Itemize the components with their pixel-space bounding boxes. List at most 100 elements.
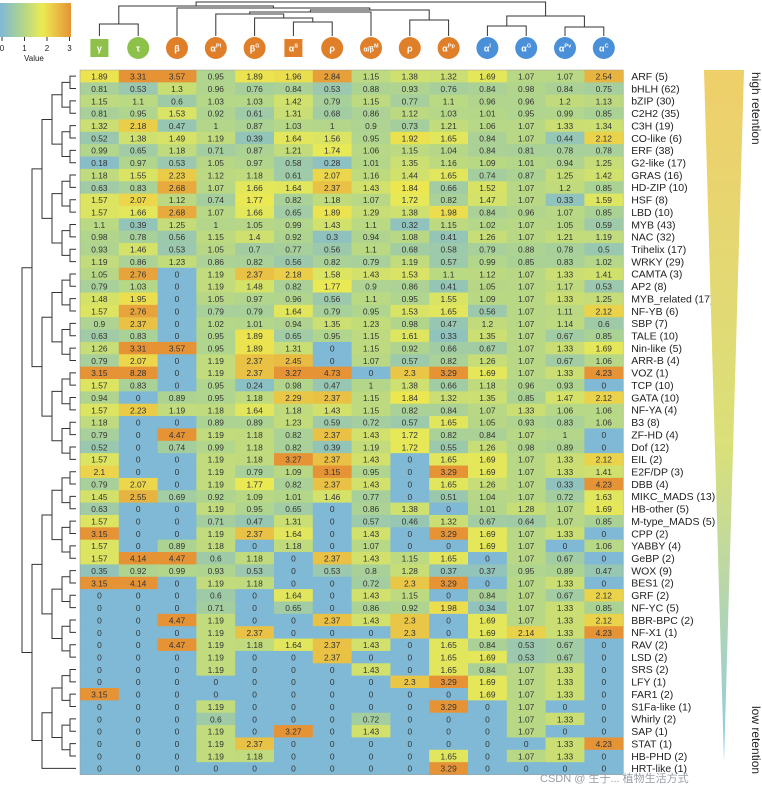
heatmap-cell (274, 329, 314, 343)
row-label: HD-ZIP (10) (631, 182, 687, 194)
heatmap-cell (351, 280, 391, 293)
cell-value: 0.95 (246, 504, 263, 514)
cell-value: 0.96 (479, 96, 496, 106)
cell-value: 0 (524, 739, 529, 749)
heatmap-cell (545, 675, 585, 689)
cell-value: 0.92 (285, 232, 302, 242)
heatmap-cell (429, 218, 469, 232)
cell-value: 0 (330, 665, 335, 675)
heatmap-cell (506, 94, 546, 108)
heatmap-cell (118, 576, 158, 590)
dendrogram-branch (61, 81, 70, 108)
heatmap-cell (235, 230, 275, 244)
cell-value: 1.3 (171, 84, 183, 94)
heatmap-cell (468, 255, 508, 269)
cell-value: 1.07 (208, 208, 225, 218)
heatmap-cell (584, 490, 624, 503)
heatmap-cell (506, 700, 546, 714)
cell-value: 0.79 (363, 257, 380, 267)
heatmap-cell (351, 428, 391, 442)
heatmap-cell (118, 613, 158, 627)
heatmap-cell (584, 564, 624, 578)
heatmap-cell (312, 663, 352, 677)
heatmap-cell (80, 255, 120, 269)
cell-value: 2.37 (246, 356, 263, 366)
row-label: G2-like (17) (631, 157, 686, 169)
heatmap-cell (80, 688, 120, 701)
dendrogram-branch (69, 149, 76, 164)
heatmap-cell (351, 230, 391, 244)
cell-value: 2.12 (596, 615, 613, 625)
dendrogram-branch (61, 279, 70, 306)
heatmap-cell (351, 539, 391, 553)
cell-value: 0 (136, 690, 141, 700)
cell-value: 1.66 (130, 208, 147, 218)
heatmap-cell (429, 490, 469, 503)
cell-value: 0 (407, 764, 412, 774)
cell-value: 1.15 (208, 232, 225, 242)
heatmap-cell (312, 379, 352, 392)
row-label: GRAS (16) (631, 170, 682, 182)
cell-value: 0.85 (596, 331, 613, 341)
heatmap-cell (196, 131, 236, 145)
heatmap-cell (118, 477, 158, 491)
cell-value: 0 (252, 541, 257, 551)
heatmap-cell (545, 725, 585, 738)
cell-value: 0.76 (246, 84, 263, 94)
cell-value: 1.72 (402, 442, 419, 452)
heatmap-cell (118, 589, 158, 602)
heatmap-cell (351, 564, 391, 578)
cell-value: 1.07 (518, 690, 535, 700)
heatmap-cell (312, 354, 352, 368)
heatmap-cell (274, 70, 314, 83)
cell-value: 1.19 (208, 751, 225, 761)
row-label: Dof (12) (631, 442, 669, 454)
heatmap-cell (584, 193, 624, 207)
heatmap-cell (235, 564, 275, 578)
cell-value: 0 (97, 665, 102, 675)
cell-value: 0 (369, 652, 374, 662)
cell-value: 1.07 (518, 665, 535, 675)
heatmap-cell (545, 144, 585, 157)
cell-value: 0 (446, 628, 451, 638)
heatmap-cell (390, 650, 430, 664)
cell-value: 0.93 (557, 381, 574, 391)
row-label: HB-PHD (2) (631, 751, 687, 763)
cell-value: 0.65 (285, 331, 302, 341)
cell-value: 0 (97, 751, 102, 761)
cell-value: 2.3 (404, 615, 416, 625)
cell-value: 1.15 (402, 554, 419, 564)
heatmap-cell (545, 267, 585, 281)
row-label: HRT-like (1) (631, 763, 687, 775)
cell-value: 8.28 (130, 368, 147, 378)
heatmap-cell (157, 737, 197, 751)
heatmap-cell (390, 601, 430, 615)
heatmap-cell (235, 613, 275, 627)
heatmap-cell (118, 626, 158, 639)
cell-value: 1.57 (91, 405, 108, 415)
heatmap-cell (235, 428, 275, 442)
heatmap-cell (506, 490, 546, 503)
cell-value: 1.57 (91, 208, 108, 218)
cell-value: 1.21 (557, 232, 574, 242)
heatmap-cell (429, 762, 469, 775)
heatmap-cell (506, 119, 546, 133)
heatmap-cell (118, 144, 158, 157)
heatmap-cell (118, 341, 158, 355)
row-label: LSD (2) (631, 652, 667, 664)
cell-value: 0.57 (402, 418, 419, 428)
cell-value: 0.85 (596, 183, 613, 193)
heatmap-cell (584, 107, 624, 120)
cell-value: 1.33 (557, 269, 574, 279)
heatmap-cell (157, 94, 197, 108)
heatmap-cell (468, 391, 508, 405)
cell-value: 4.14 (130, 578, 147, 588)
cell-value: 1.48 (91, 294, 108, 304)
heatmap-cell (584, 527, 624, 541)
heatmap-cell (312, 243, 352, 256)
cell-value: 4.47 (169, 430, 186, 440)
cell-value: 1.56 (324, 133, 341, 143)
cell-value: 1.25 (557, 170, 574, 180)
heatmap-cell (80, 626, 120, 639)
cell-value: 1.12 (402, 109, 419, 119)
